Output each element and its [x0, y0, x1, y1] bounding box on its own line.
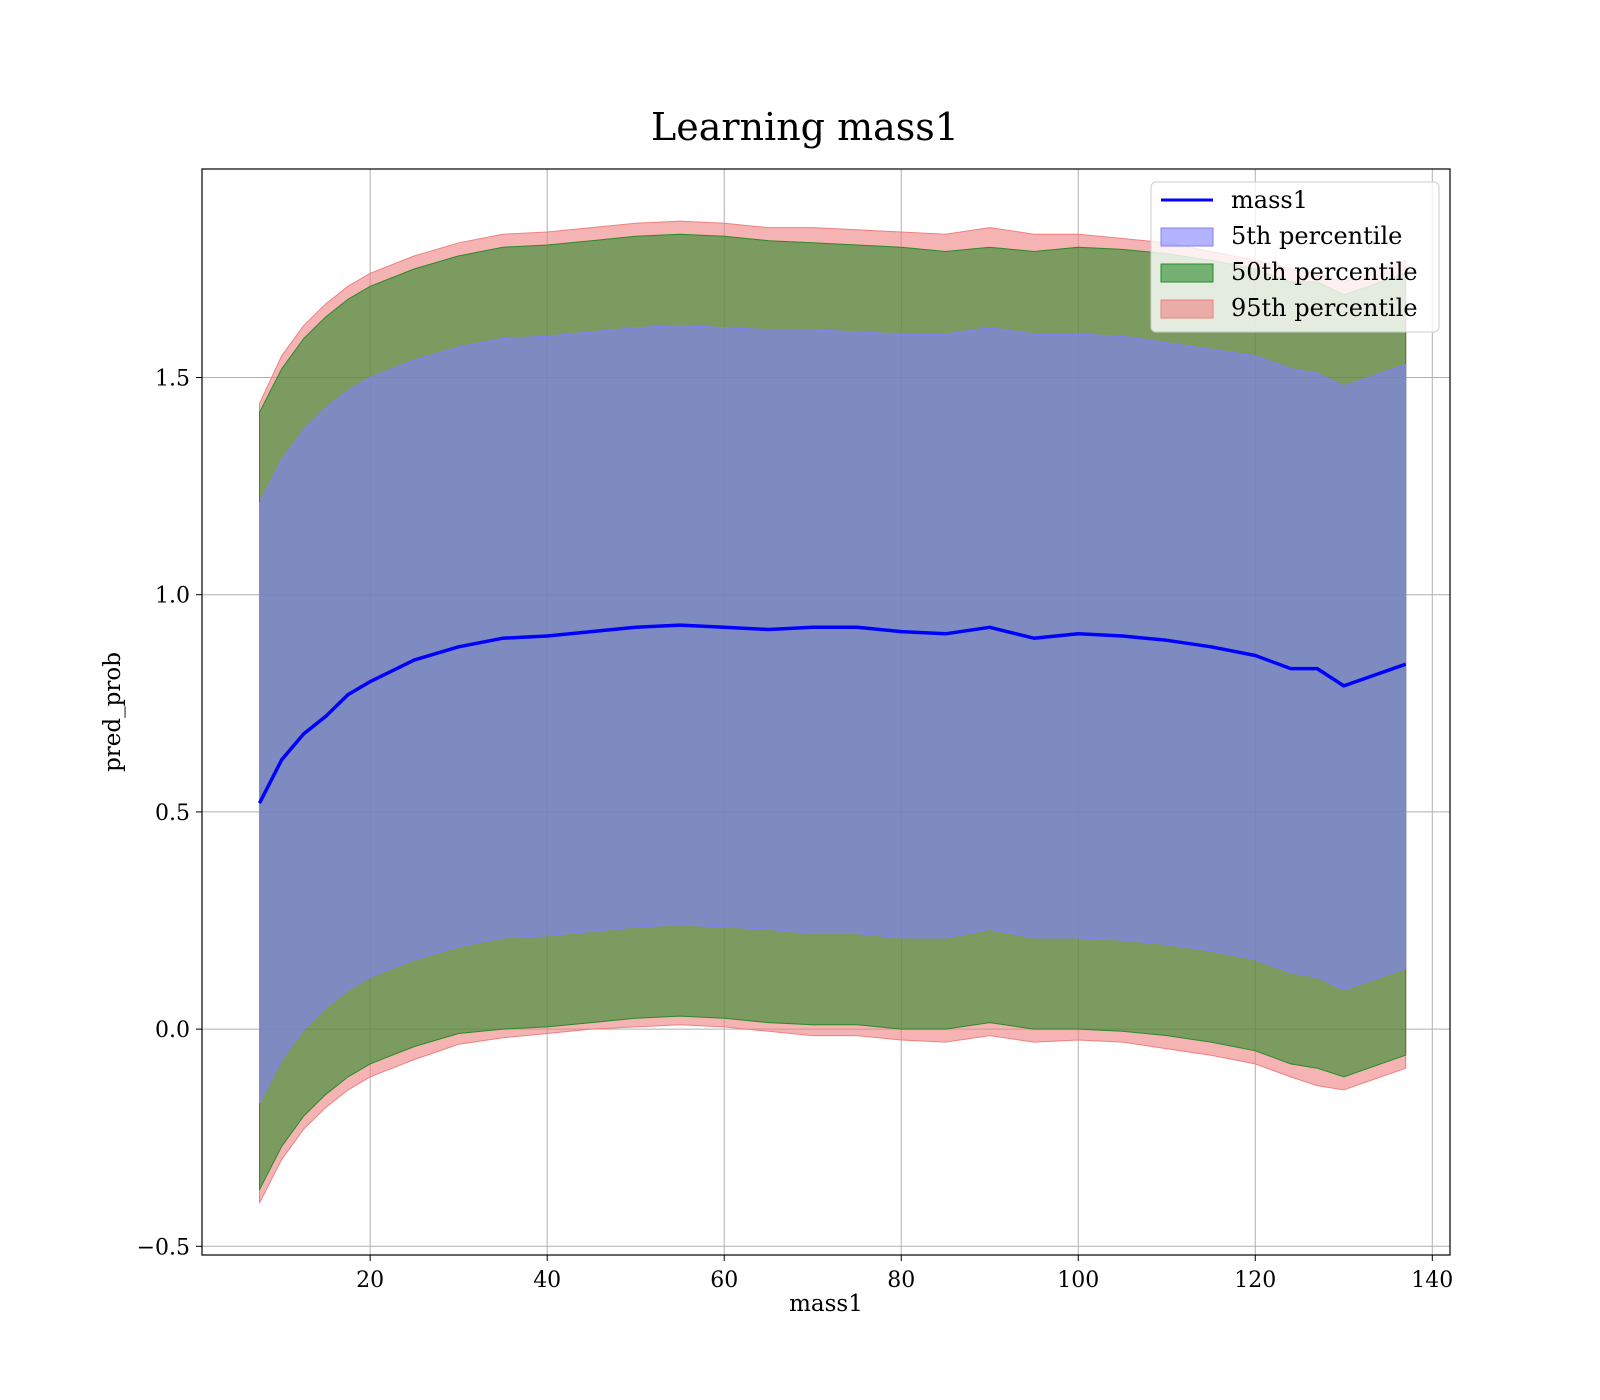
x-tick-label: 100 — [1057, 1268, 1099, 1293]
y-tick-label: 0.0 — [155, 1018, 190, 1043]
x-tick-label: 120 — [1234, 1268, 1276, 1293]
legend-swatch-5th — [1160, 227, 1214, 247]
legend-swatch-95th — [1160, 299, 1214, 319]
legend: mass1 5th percentile 50th percentile 95t… — [1150, 181, 1440, 333]
legend-swatch-50th — [1160, 263, 1214, 283]
legend-label-5th: 5th percentile — [1231, 222, 1402, 250]
x-axis-ticks: 20 40 60 80 100 120 140 — [356, 1255, 1453, 1293]
x-tick-label: 60 — [710, 1268, 738, 1293]
y-tick-label: 1.0 — [155, 584, 190, 609]
x-tick-label: 40 — [533, 1268, 561, 1293]
band-5th — [259, 324, 1407, 1104]
x-tick-label: 140 — [1411, 1268, 1453, 1293]
legend-label-mass1: mass1 — [1231, 186, 1308, 214]
plot-frame — [201, 168, 1451, 1256]
y-axis-ticks: −0.5 0.0 0.5 1.0 1.5 — [137, 367, 202, 1260]
legend-label-50th: 50th percentile — [1231, 258, 1418, 286]
legend-box — [1150, 181, 1440, 333]
y-tick-label: −0.5 — [137, 1235, 190, 1260]
series-lines — [257, 623, 1407, 804]
y-tick-label: 1.5 — [155, 367, 190, 392]
chart-title: Learning mass1 — [651, 105, 959, 149]
x-axis-label: mass1 — [789, 1291, 863, 1317]
x-tick-label: 20 — [356, 1268, 384, 1293]
percentile-bands — [259, 220, 1407, 1204]
x-tick-label: 80 — [887, 1268, 915, 1293]
y-tick-label: 0.5 — [155, 801, 190, 826]
y-axis-label: pred_prob — [100, 652, 126, 772]
line-mass1 — [257, 623, 1407, 804]
legend-label-95th: 95th percentile — [1231, 294, 1418, 322]
